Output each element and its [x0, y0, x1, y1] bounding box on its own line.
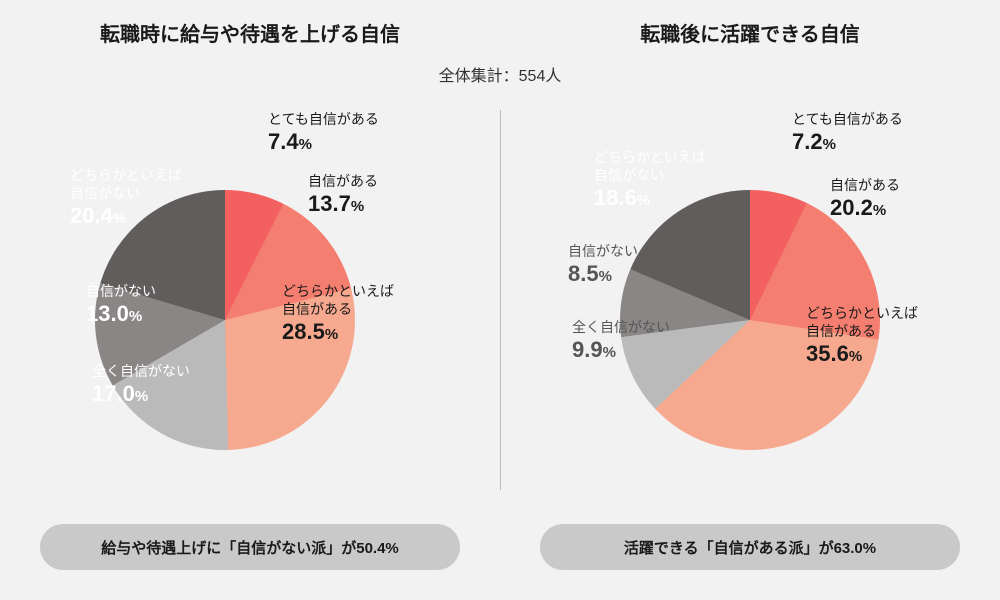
title-right: 転職後に活躍できる自信: [500, 18, 1000, 47]
slice-label: 自信がある13.7%: [308, 172, 378, 219]
slice-label: どちらかといえば自信がない18.6%: [594, 148, 706, 213]
slice-label: どちらかといえば自信がある35.6%: [806, 304, 918, 369]
title-left: 転職時に給与や待遇を上げる自信: [0, 18, 500, 47]
summary-right: 活躍できる「自信がある派」が63.0%: [540, 524, 960, 570]
chart-right: とても自信がある7.2% 自信がある20.2% どちらかといえば自信がある35.6%…: [500, 100, 1000, 500]
slice-label: どちらかといえば自信がない20.4%: [70, 166, 182, 231]
summary-left: 給与や待遇上げに「自信がない派」が50.4%: [40, 524, 460, 570]
subtitle: 全体集計：554人: [0, 62, 1000, 86]
slice-label: 全く自信がない17.0%: [92, 362, 190, 409]
slice-label: 自信がない13.0%: [86, 282, 156, 329]
slice-label: どちらかといえば自信がある28.5%: [282, 282, 394, 347]
slice-label: 自信がない8.5%: [568, 242, 638, 289]
slice-label: とても自信がある7.4%: [268, 110, 379, 157]
slice-label: 自信がある20.2%: [830, 176, 900, 223]
chart-left: とても自信がある7.4% 自信がある13.7% どちらかといえば自信がある28.5%…: [0, 100, 500, 500]
slice-label: 全く自信がない9.9%: [572, 318, 670, 365]
slice-label: とても自信がある7.2%: [792, 110, 903, 157]
